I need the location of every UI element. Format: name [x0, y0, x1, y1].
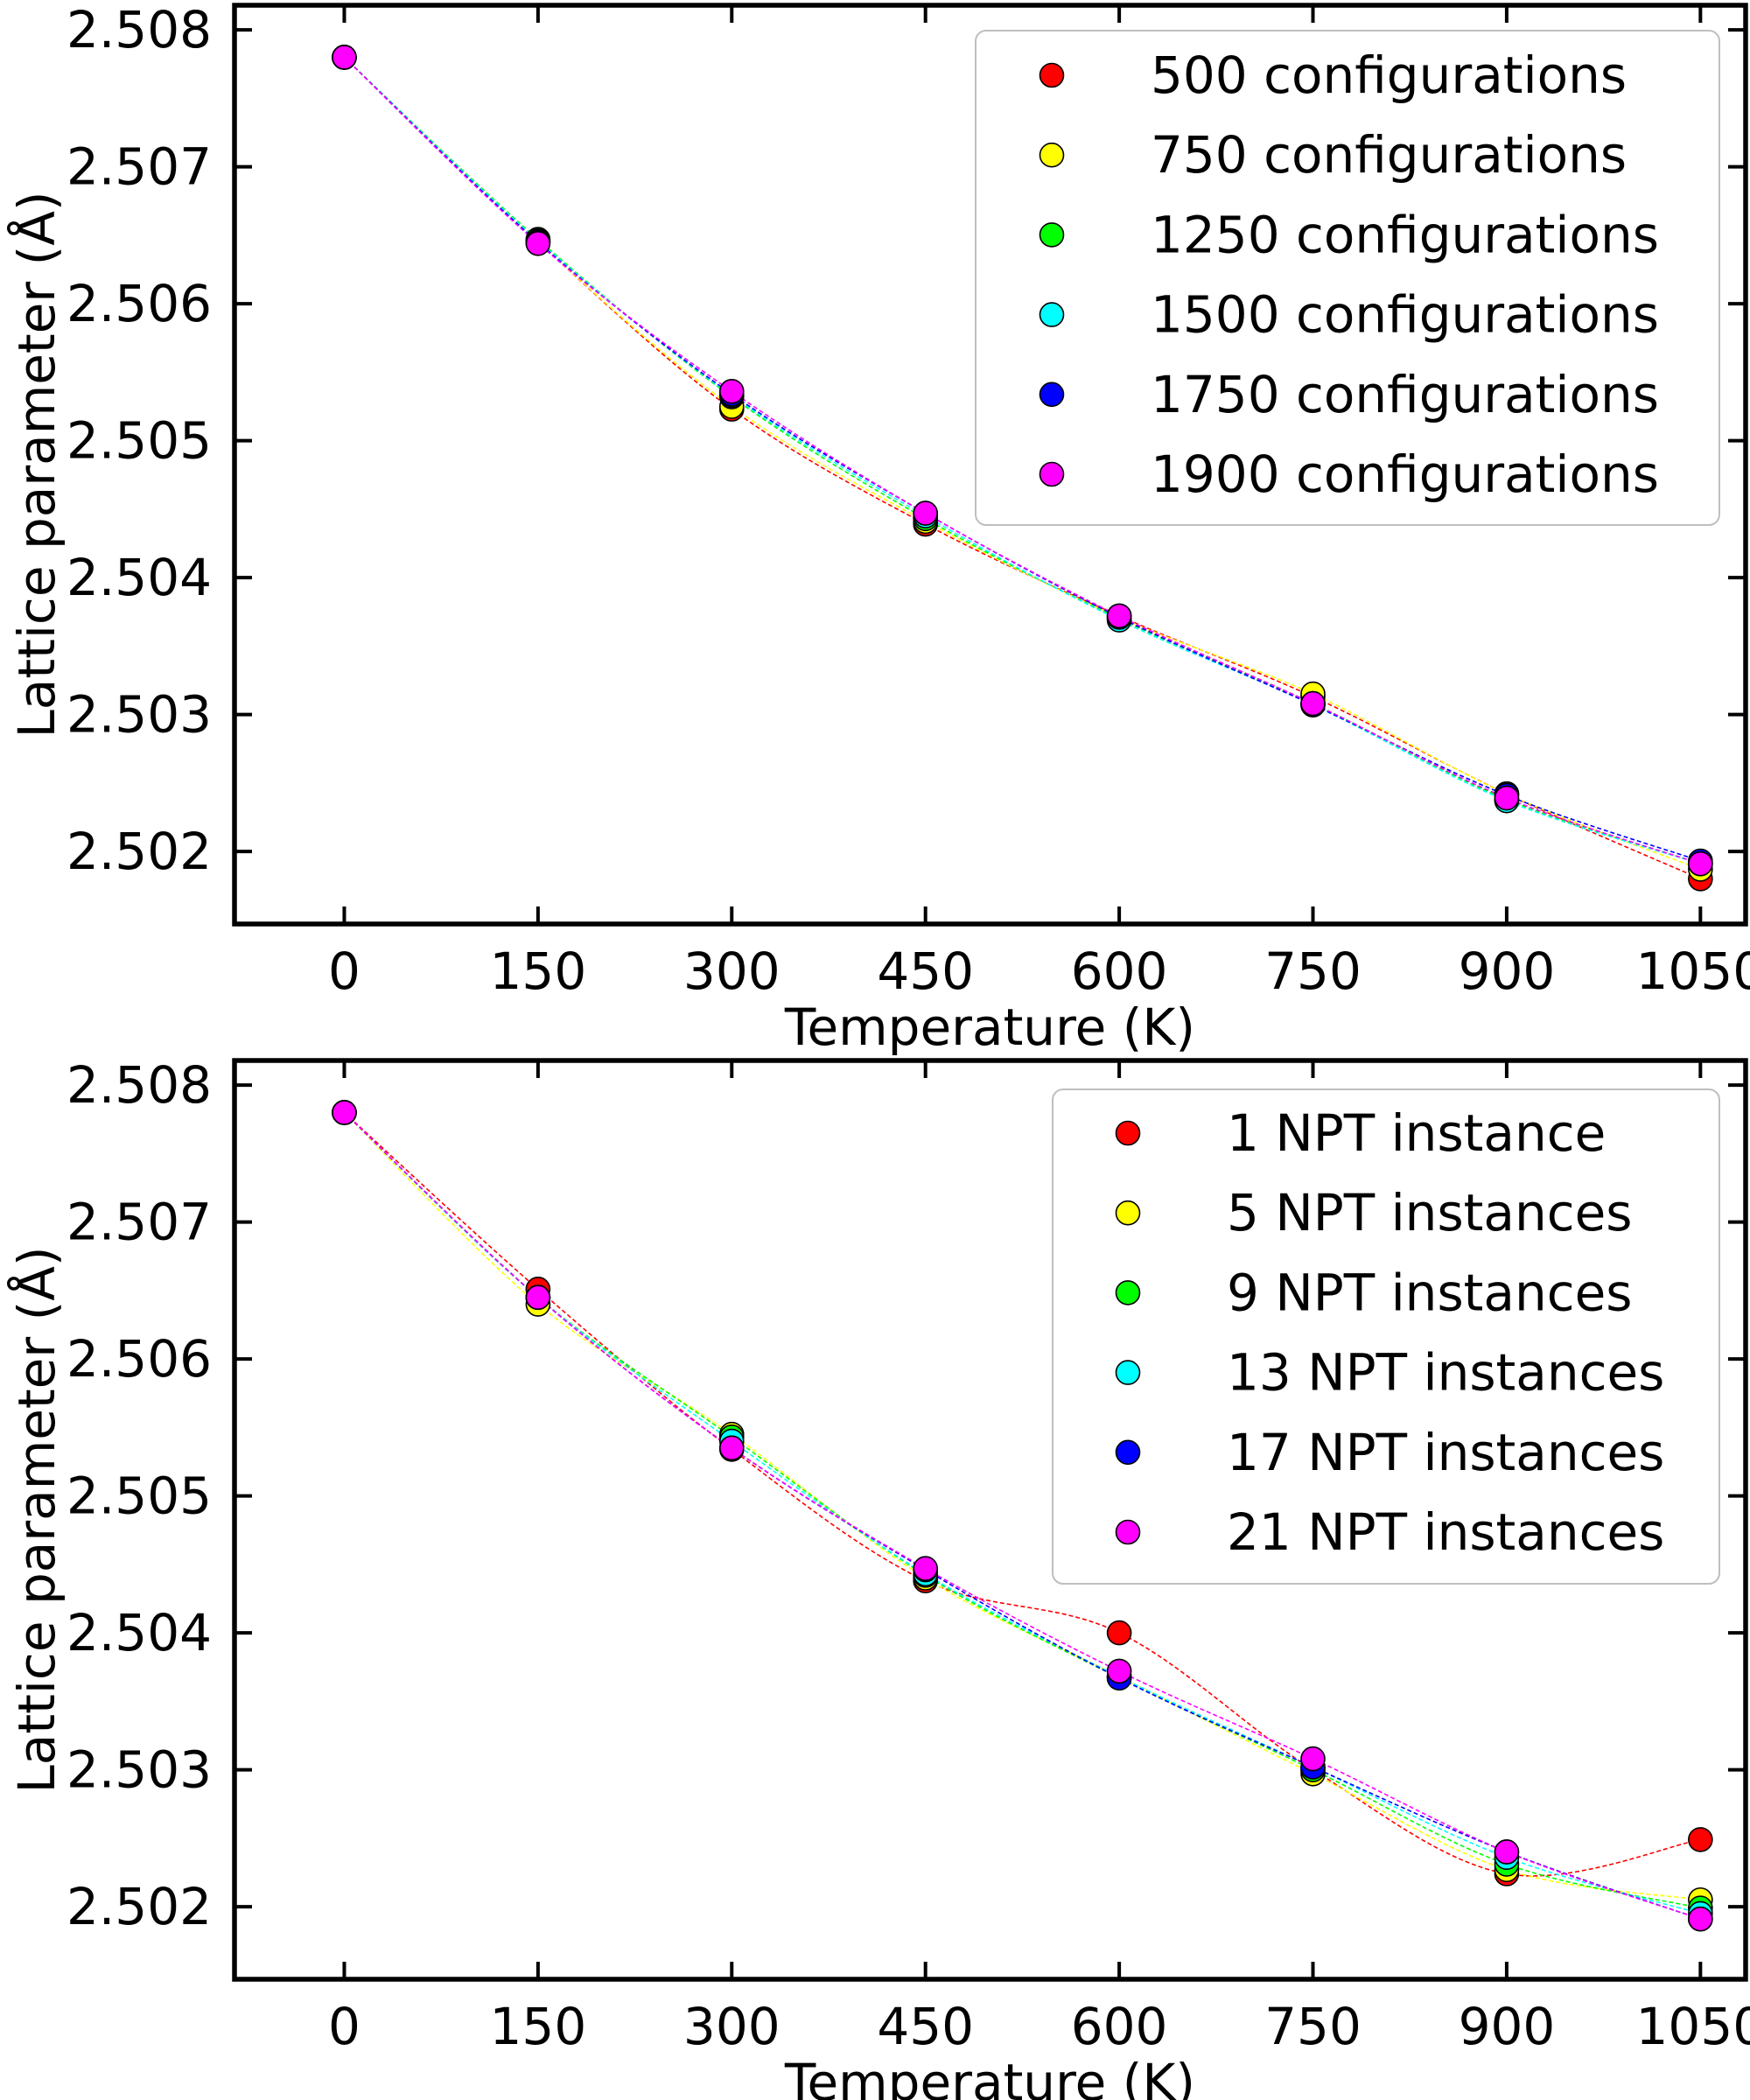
legend-marker — [1115, 1439, 1141, 1466]
fit-curve — [343, 1111, 1701, 1920]
x-tick-label: 1050 — [1636, 1997, 1750, 2056]
legend-entry: 13 NPT instances — [1227, 1343, 1664, 1403]
x-tick-label: 450 — [877, 1997, 974, 2056]
data-point — [525, 230, 551, 256]
data-point — [1494, 785, 1520, 811]
y-tick-label: 2.508 — [66, 1055, 212, 1115]
y-axis-label: Lattice parameter (Å) — [6, 1246, 66, 1793]
fit-curve — [343, 56, 1701, 871]
chart-panel-1: 2.502 2.503 2.504 2.505 2.506 2.507 2.508 0 150 3… — [6, 0, 1750, 1057]
data-point — [718, 1435, 745, 1461]
legend-marker — [1115, 1200, 1141, 1226]
x-tick-label: 450 — [877, 942, 974, 1001]
legend-entry: 1500 configurations — [1151, 285, 1659, 345]
y-tick-label: 2.504 — [66, 1603, 212, 1662]
data-point — [1106, 603, 1132, 629]
legend-entry: 500 configurations — [1151, 46, 1627, 105]
y-tick-label: 2.506 — [66, 274, 212, 333]
data-point — [525, 1284, 551, 1311]
legend-marker — [1039, 142, 1065, 168]
legend-marker — [1039, 461, 1065, 487]
legend-entry: 1900 configurations — [1151, 444, 1659, 504]
x-tick-label: 300 — [683, 942, 780, 1001]
y-tick-label: 2.508 — [66, 0, 212, 60]
legend-entry: 1 NPT instance — [1227, 1103, 1606, 1163]
y-tick-label: 2.502 — [66, 1877, 212, 1936]
legend-entry: 1250 configurations — [1151, 205, 1659, 264]
plot-frame — [232, 1058, 1748, 1982]
legend-marker — [1039, 382, 1065, 408]
y-tick-label: 2.503 — [66, 685, 212, 745]
legend-marker — [1039, 302, 1065, 327]
legend-entry: 21 NPT instances — [1227, 1502, 1664, 1562]
data-point — [1688, 1906, 1713, 1932]
legend-marker — [1115, 1280, 1141, 1306]
x-tick-label: 150 — [490, 1997, 587, 2056]
legend-entry: 1750 configurations — [1151, 365, 1659, 424]
legend: 500 configurations 750 configurations 1250… — [975, 30, 1720, 526]
legend-entry: 17 NPT instances — [1227, 1423, 1664, 1482]
data-point — [1300, 1746, 1326, 1772]
y-tick-label: 2.507 — [66, 1193, 212, 1252]
legend-box — [975, 30, 1720, 526]
data-point — [1494, 1839, 1520, 1865]
legend-marker — [1115, 1519, 1141, 1545]
chart-panel-2: 2.502 2.503 2.504 2.505 2.506 2.507 2.508 0 150 3… — [6, 1055, 1750, 2100]
x-tick-label: 750 — [1264, 1997, 1362, 2056]
x-tick-label: 600 — [1071, 1997, 1168, 2056]
y-tick-label: 2.503 — [66, 1740, 212, 1800]
data-point — [1688, 850, 1713, 877]
x-tick-label: 0 — [328, 1997, 360, 2056]
legend-marker — [1115, 1360, 1141, 1385]
fit-curve — [343, 1111, 1701, 1909]
data-point — [332, 45, 357, 70]
data-point — [1300, 690, 1326, 717]
y-tick-label: 2.505 — [66, 1466, 212, 1526]
legend-entry: 5 NPT instances — [1227, 1183, 1633, 1242]
data-point — [1688, 1827, 1713, 1852]
legend: 1 NPT instance 5 NPT instances 9 NPT insta… — [1052, 1088, 1720, 1585]
x-axis-label: Temperature (K) — [784, 998, 1195, 1057]
y-tick-label: 2.502 — [66, 822, 212, 881]
legend-entry: 9 NPT instances — [1227, 1263, 1633, 1322]
x-tick-label: 900 — [1459, 942, 1556, 1001]
x-tick-label: 0 — [328, 942, 360, 1001]
y-tick-label: 2.507 — [66, 137, 212, 197]
fit-curve — [343, 1111, 1701, 1920]
legend-marker — [1039, 222, 1065, 248]
x-tick-label: 1050 — [1636, 942, 1750, 1001]
fit-curve — [343, 56, 1701, 862]
legend-box — [1052, 1088, 1720, 1585]
x-tick-label: 750 — [1264, 942, 1362, 1001]
y-tick-label: 2.504 — [66, 548, 212, 607]
legend-marker — [1115, 1120, 1141, 1146]
y-tick-label: 2.505 — [66, 411, 212, 471]
y-tick-label: 2.506 — [66, 1329, 212, 1389]
fit-curve — [343, 56, 1701, 864]
plot-frame — [232, 3, 1748, 927]
x-tick-label: 150 — [490, 942, 587, 1001]
fit-curve — [343, 1111, 1701, 1914]
data-point — [913, 500, 938, 526]
data-point — [718, 378, 745, 404]
y-axis-label: Lattice parameter (Å) — [6, 191, 66, 738]
data-point — [332, 1100, 357, 1125]
data-point — [1106, 1620, 1132, 1646]
x-axis-label: Temperature (K) — [784, 2053, 1195, 2100]
data-point — [913, 1556, 938, 1581]
legend-marker — [1039, 62, 1065, 88]
x-tick-label: 600 — [1071, 942, 1168, 1001]
legend-entry: 750 configurations — [1151, 125, 1627, 185]
x-tick-label: 300 — [683, 1997, 780, 2056]
x-tick-label: 900 — [1459, 1997, 1556, 2056]
data-point — [1106, 1658, 1132, 1684]
